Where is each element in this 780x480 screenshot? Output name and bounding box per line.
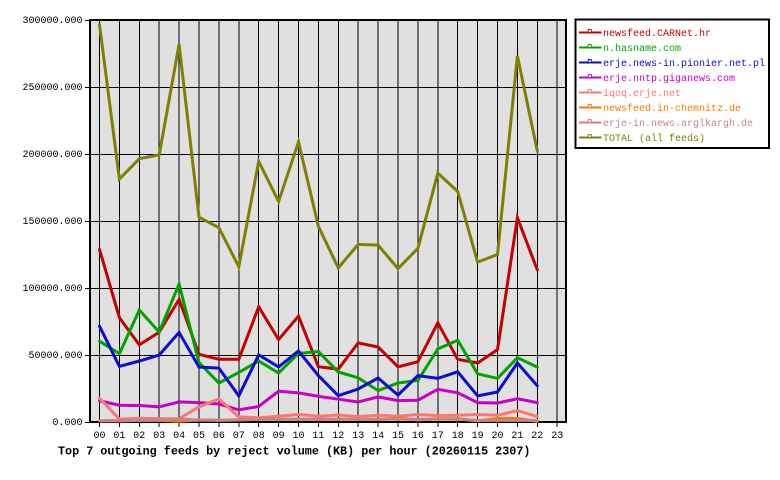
svg-text:newsfeed.CARNet.hr: newsfeed.CARNet.hr [603,28,711,40]
svg-text:04: 04 [173,431,185,442]
svg-text:06: 06 [213,431,225,442]
svg-text:erje-in.news.arglkargh.de: erje-in.news.arglkargh.de [603,118,753,130]
svg-text:50000.000: 50000.000 [28,351,82,362]
svg-text:19: 19 [472,431,484,442]
svg-text:Top 7 outgoing feeds by reject: Top 7 outgoing feeds by reject volume (K… [58,445,530,459]
svg-text:23: 23 [551,431,563,442]
svg-text:00: 00 [93,431,105,442]
svg-text:01: 01 [113,431,125,442]
svg-text:13: 13 [352,431,364,442]
svg-text:07: 07 [233,431,245,442]
svg-text:05: 05 [193,431,205,442]
svg-text:17: 17 [432,431,444,442]
svg-text:03: 03 [153,431,165,442]
svg-text:100000.000: 100000.000 [22,284,82,295]
svg-text:18: 18 [452,431,464,442]
svg-text:0.000: 0.000 [52,418,82,429]
svg-text:09: 09 [273,431,285,442]
svg-text:newsfeed.in-chemnitz.de: newsfeed.in-chemnitz.de [603,103,741,115]
svg-text:20: 20 [491,431,503,442]
svg-text:22: 22 [531,431,543,442]
svg-text:150000.000: 150000.000 [22,217,82,228]
svg-text:erje.news-in.pionier.net.pl: erje.news-in.pionier.net.pl [603,58,765,70]
svg-text:11: 11 [312,431,324,442]
svg-text:200000.000: 200000.000 [22,150,82,161]
svg-text:21: 21 [511,431,523,442]
svg-text:02: 02 [133,431,145,442]
svg-text:300000.000: 300000.000 [22,16,82,27]
svg-text:14: 14 [372,431,384,442]
svg-text:erje.nntp.giganews.com: erje.nntp.giganews.com [603,73,735,85]
svg-text:250000.000: 250000.000 [22,83,82,94]
svg-text:15: 15 [392,431,404,442]
svg-text:16: 16 [412,431,424,442]
svg-text:iqoq.erje.net: iqoq.erje.net [603,88,681,100]
svg-text:08: 08 [253,431,265,442]
svg-text:TOTAL (all feeds): TOTAL (all feeds) [603,133,705,145]
svg-text:n.hasname.com: n.hasname.com [603,43,681,55]
svg-text:12: 12 [332,431,344,442]
svg-text:10: 10 [292,431,304,442]
